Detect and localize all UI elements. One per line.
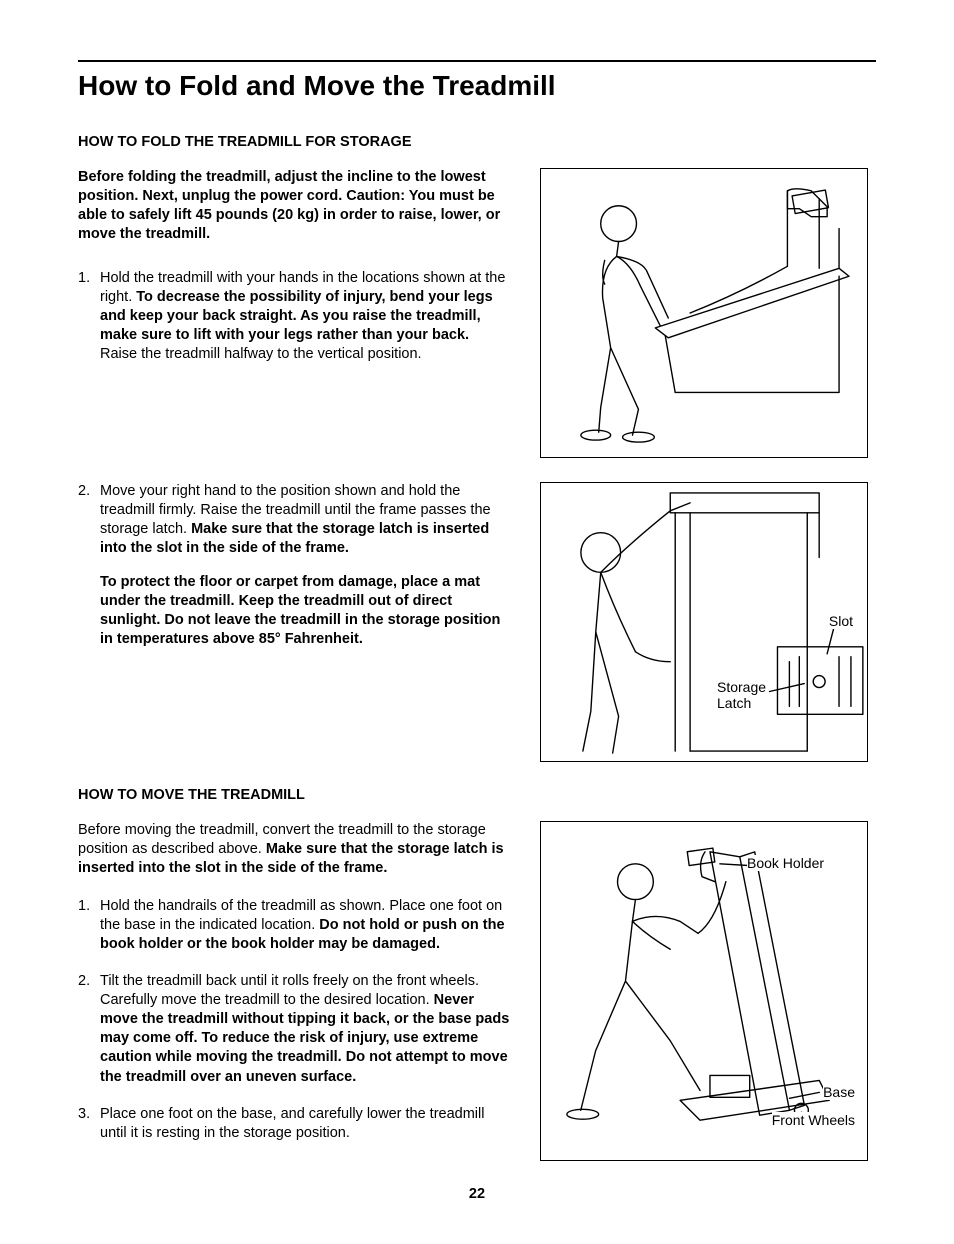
fold-step2-illustration	[541, 483, 867, 761]
fold-step-1: 1. Hold the treadmill with your hands in…	[78, 269, 510, 365]
fold-step2-para: To protect the floor or carpet from dama…	[100, 573, 510, 650]
page-title: How to Fold and Move the Treadmill	[78, 68, 876, 105]
move-heading: HOW TO MOVE THE TREADMILL	[78, 786, 876, 805]
label-front-wheels: Front Wheels	[772, 1112, 855, 1128]
label-base: Base	[823, 1084, 855, 1100]
fold-step1-text-b: To decrease the possibility of injury, b…	[100, 289, 493, 343]
move-step-1: 1. Hold the handrails of the treadmill a…	[78, 897, 510, 954]
step-number: 1.	[78, 897, 100, 954]
step-number: 2.	[78, 482, 100, 649]
fold-intro: Before folding the treadmill, adjust the…	[78, 168, 508, 245]
label-book-holder: Book Holder	[747, 855, 824, 871]
step-number: 1.	[78, 269, 100, 365]
move-illustration	[541, 822, 867, 1160]
fold-step1-text-c: Raise the treadmill halfway to the verti…	[100, 346, 422, 362]
figure-move: Book Holder Base Front Wheels	[540, 821, 868, 1161]
move-step-3: 3. Place one foot on the base, and caref…	[78, 1105, 510, 1143]
label-storage-latch: Storage Latch	[717, 679, 766, 711]
label-slot: Slot	[829, 613, 853, 629]
step-number: 2.	[78, 972, 100, 1087]
move-step3-a: Place one foot on the base, and carefull…	[100, 1106, 484, 1141]
fold-step1-illustration	[541, 169, 867, 457]
move-step-2: 2. Tilt the treadmill back until it roll…	[78, 972, 510, 1087]
fold-heading: HOW TO FOLD THE TREADMILL FOR STORAGE	[78, 133, 876, 152]
fold-step-2: 2. Move your right hand to the position …	[78, 482, 510, 649]
step-number: 3.	[78, 1105, 100, 1143]
move-step2-a: Tilt the treadmill back until it rolls f…	[100, 973, 479, 1008]
move-intro: Before moving the treadmill, convert the…	[78, 821, 510, 878]
figure-fold-step1	[540, 168, 868, 458]
page-number: 22	[78, 1185, 876, 1204]
figure-fold-step2: Slot Storage Latch	[540, 482, 868, 762]
